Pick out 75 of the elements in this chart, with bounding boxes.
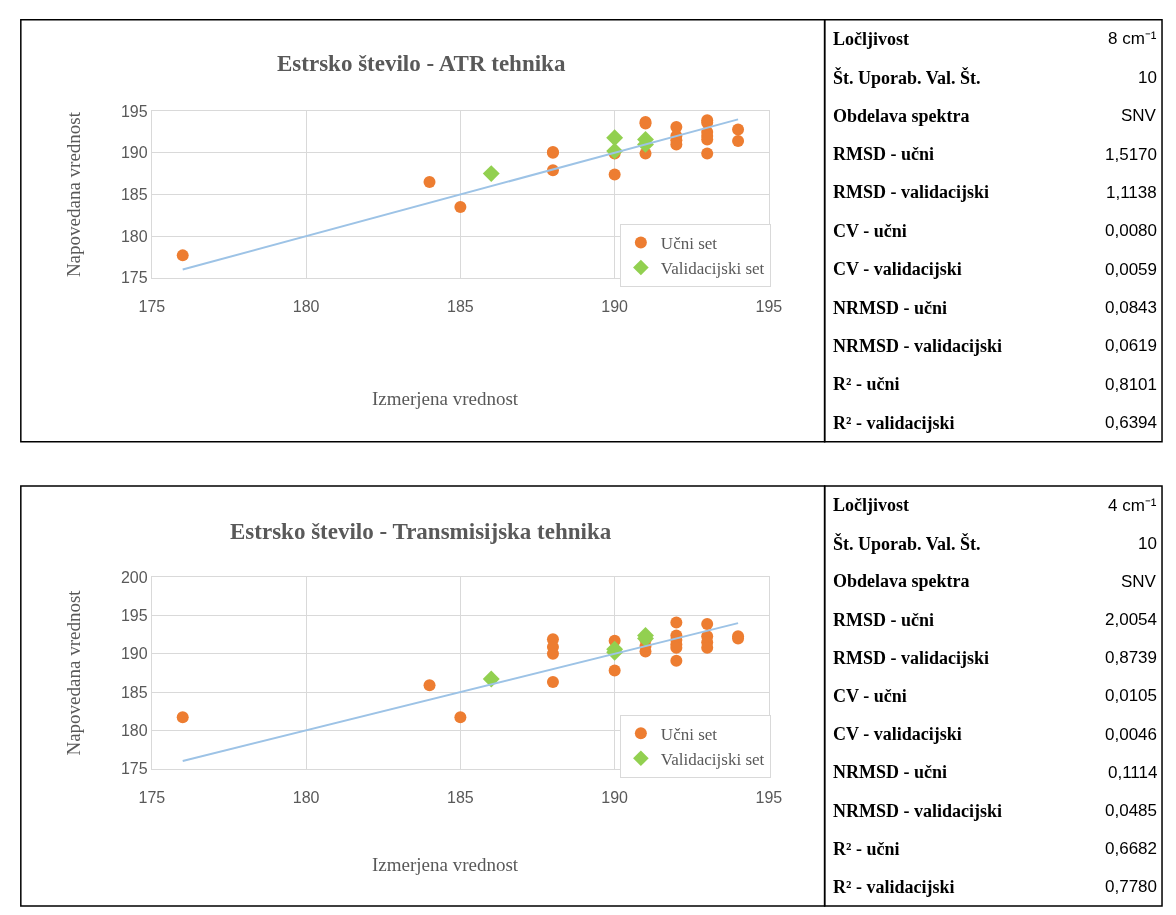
legend-label: Validacijski set — [660, 259, 765, 279]
text: 0,0619 — [1105, 336, 1157, 355]
chart-title: Estrsko število - ATR tehnika — [277, 51, 566, 76]
text: Ločljivost — [833, 495, 909, 515]
x-tick-label: 190 — [601, 788, 629, 806]
text: 0,0843 — [1105, 298, 1157, 317]
y-tick-label: 180 — [120, 227, 148, 245]
text: R² - učni — [833, 839, 900, 859]
text: Obdelava spektra — [833, 106, 970, 126]
text: CV - validacijski — [833, 724, 962, 744]
text: Št. Uporab. Val. Št. — [833, 533, 981, 554]
text: NRMSD - učni — [833, 298, 948, 318]
text: Št. Uporab. Val. Št. — [833, 67, 981, 88]
text: 8 cm⁻¹ — [1108, 29, 1157, 48]
text: NRMSD - validacijski — [833, 336, 1003, 356]
text: RMSD - validacijski — [833, 648, 990, 668]
text: 0,0046 — [1105, 725, 1157, 744]
y-axis-title: Napovedana vrednost — [62, 589, 84, 756]
x-tick-label: 180 — [292, 298, 320, 316]
x-tick-label: 195 — [755, 298, 783, 316]
legend-label: Učni set — [660, 234, 718, 254]
x-tick-label: 185 — [447, 788, 474, 806]
text: 0,0105 — [1105, 686, 1157, 705]
y-tick-label: 180 — [120, 721, 148, 739]
x-tick-label: 175 — [138, 788, 166, 806]
text: RMSD - učni — [833, 610, 935, 630]
y-tick-label: 175 — [120, 269, 148, 287]
text: Ločljivost — [833, 29, 909, 49]
text: RMSD - učni — [833, 144, 935, 164]
text: 10 — [1138, 534, 1157, 553]
y-axis-title: Napovedana vrednost — [63, 111, 85, 278]
text: NRMSD - učni — [833, 762, 948, 782]
text: 0,8739 — [1105, 648, 1157, 667]
x-tick-label: 185 — [447, 298, 474, 316]
text: R² - validacijski — [833, 413, 955, 433]
text: 10 — [1138, 68, 1157, 87]
text: 4 cm⁻¹ — [1108, 496, 1157, 515]
text: NRMSD - validacijski — [833, 801, 1003, 821]
y-tick-label: 190 — [120, 144, 148, 162]
text: SNV — [1121, 572, 1157, 591]
text: R² - učni — [833, 374, 900, 394]
text: 1,1138 — [1106, 183, 1157, 202]
x-axis-title: Izmerjena vrednost — [372, 388, 519, 409]
text: 2,0054 — [1105, 610, 1157, 629]
y-tick-label: 185 — [120, 186, 148, 204]
x-tick-label: 195 — [755, 788, 783, 806]
y-tick-label: 175 — [120, 760, 148, 778]
text: RMSD - validacijski — [833, 182, 990, 202]
y-tick-label: 190 — [120, 645, 148, 663]
chart-title: Estrsko število - Transmisijska tehnika — [230, 519, 612, 544]
text: Obdelava spektra — [833, 571, 970, 591]
y-tick-label: 200 — [120, 568, 148, 586]
text: SNV — [1121, 106, 1157, 125]
text: 1,5170 — [1105, 145, 1157, 164]
x-tick-label: 190 — [601, 298, 629, 316]
legend-label: Učni set — [660, 724, 718, 744]
text: 0,6682 — [1105, 839, 1157, 858]
text: CV - učni — [833, 221, 907, 241]
text: 0,1114 — [1108, 763, 1158, 782]
x-tick-label: 180 — [292, 788, 320, 806]
text: 0,0485 — [1105, 801, 1157, 820]
x-tick-label: 175 — [138, 298, 166, 316]
y-tick-label: 195 — [120, 102, 148, 120]
x-axis-title: Izmerjena vrednost — [372, 854, 519, 875]
text: 0,8101 — [1105, 375, 1157, 394]
text: 0,0080 — [1105, 221, 1157, 240]
y-tick-label: 185 — [120, 683, 148, 701]
text: CV - validacijski — [833, 259, 962, 279]
text: CV - učni — [833, 686, 907, 706]
legend-label: Validacijski set — [660, 749, 765, 769]
text: R² - validacijski — [833, 877, 955, 897]
text: 0,6394 — [1105, 413, 1157, 432]
y-tick-label: 195 — [120, 607, 148, 625]
text: 0,7780 — [1105, 877, 1157, 896]
text: 0,0059 — [1105, 260, 1157, 279]
